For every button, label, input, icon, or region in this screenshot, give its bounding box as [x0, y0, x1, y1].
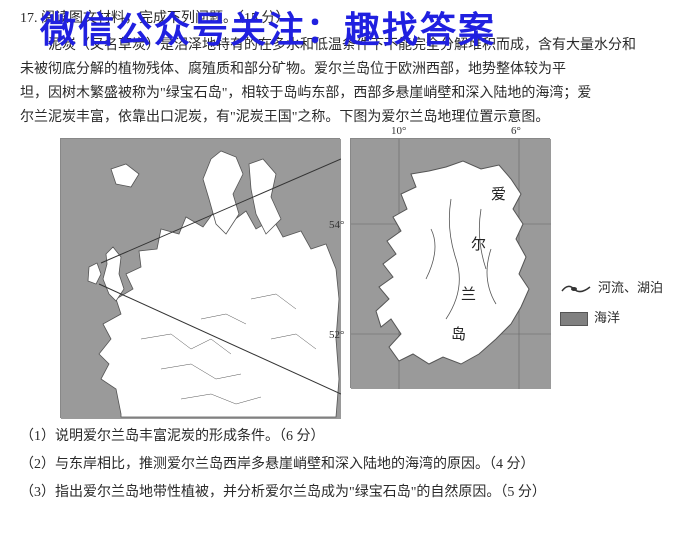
europe-map-svg	[61, 139, 341, 419]
coord-lon-10w: 10°	[391, 123, 406, 141]
question-number: 17.	[20, 11, 38, 26]
ireland-label-1: 爱	[491, 186, 506, 203]
sea-swatch	[560, 312, 588, 326]
map-ireland: 10° 6° 54° 52° 爱 尔 兰 岛	[350, 138, 550, 388]
watermark-overlay: 微信公众号关注：趣找答案	[40, 2, 680, 60]
river-icon	[560, 281, 592, 295]
ireland-label-4: 岛	[451, 326, 466, 343]
coord-lat-54n: 54°	[329, 217, 344, 235]
legend-sea-row: 海洋	[560, 308, 663, 329]
sub-question-2: （2）与东岸相比，推测爱尔兰岛西岸多悬崖峭壁和深入陆地的海湾的原因。（4 分）	[20, 454, 680, 476]
legend-sea-label: 海洋	[594, 308, 620, 329]
legend-river-row: 河流、湖泊	[560, 278, 663, 299]
coord-lon-6w: 6°	[511, 123, 521, 141]
body-line-4: 尔兰泥炭丰富，依靠出口泥炭，有"泥炭王国"之称。下图为爱尔兰岛地理位置示意图。	[20, 106, 680, 130]
body-line-2: 未被彻底分解的植物残体、腐殖质和部分矿物。爱尔兰岛位于欧洲西部，地势整体较为平	[20, 58, 680, 82]
maps-row: 10° 6° 54° 52° 爱 尔 兰 岛	[60, 138, 680, 418]
coord-lat-52n: 52°	[329, 327, 344, 345]
ireland-label-3: 兰	[461, 286, 476, 303]
legend-river-label: 河流、湖泊	[598, 278, 663, 299]
map-europe	[60, 138, 340, 418]
sub-question-3: （3）指出爱尔兰岛地带性植被，并分析爱尔兰岛成为"绿宝石岛"的自然原因。（5 分…	[20, 482, 680, 504]
map-legend: 河流、湖泊 海洋	[560, 278, 663, 330]
body-line-3: 坦，因树木繁盛被称为"绿宝石岛"，相较于岛屿东部，西部多悬崖峭壁和深入陆地的海湾…	[20, 82, 680, 106]
sub-question-1: （1）说明爱尔兰岛丰富泥炭的形成条件。（6 分）	[20, 426, 680, 448]
ireland-map-svg: 爱 尔 兰 岛	[351, 139, 551, 389]
ireland-label-2: 尔	[471, 236, 486, 253]
